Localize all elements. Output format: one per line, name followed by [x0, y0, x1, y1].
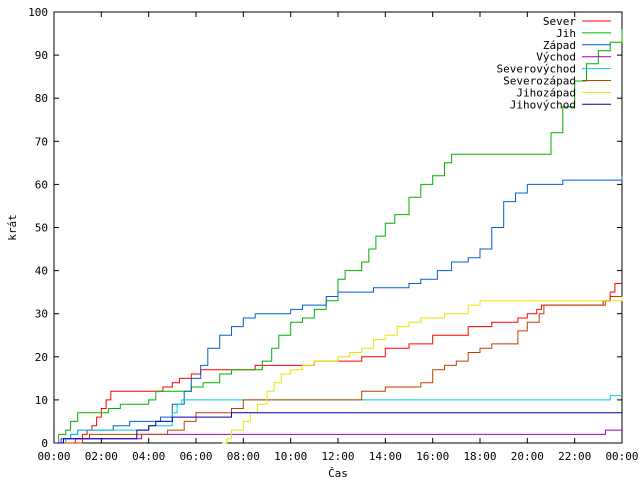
legend-label: Jihozápad	[516, 86, 576, 99]
y-tick-label: 20	[35, 351, 48, 364]
series-line-0	[68, 283, 622, 444]
series-line-7	[54, 412, 622, 444]
legend-label: Severozápad	[503, 75, 576, 88]
x-tick-label: 00:00	[605, 450, 638, 463]
x-tick-label: 16:00	[416, 450, 449, 463]
y-tick-label: 90	[35, 49, 48, 62]
y-tick-label: 60	[35, 178, 48, 191]
series-line-4	[54, 395, 622, 444]
y-tick-label: 0	[41, 437, 48, 450]
y-tick-label: 30	[35, 308, 48, 321]
x-tick-label: 14:00	[369, 450, 402, 463]
y-tick-label: 10	[35, 394, 48, 407]
legend-label: Jih	[556, 27, 576, 40]
legend-label: Severovýchod	[497, 63, 576, 76]
y-tick-label: 100	[28, 6, 48, 19]
y-axis-label: krát	[6, 214, 19, 241]
legend-label: Jihovýchod	[510, 98, 576, 111]
y-tick-label: 70	[35, 135, 48, 148]
x-tick-label: 10:00	[274, 450, 307, 463]
series-line-3	[54, 429, 622, 444]
x-tick-label: 18:00	[463, 450, 496, 463]
series-line-5	[54, 296, 622, 444]
x-tick-label: 08:00	[227, 450, 260, 463]
y-tick-label: 80	[35, 92, 48, 105]
x-tick-label: 20:00	[511, 450, 544, 463]
y-tick-label: 50	[35, 222, 48, 235]
legend: SeverJihZápadVýchodSeverovýchodSeverozáp…	[497, 15, 611, 111]
x-tick-label: 22:00	[558, 450, 591, 463]
x-axis-label: Čas	[328, 467, 348, 480]
x-tick-label: 04:00	[132, 450, 165, 463]
legend-label: Východ	[536, 51, 576, 64]
axis-ticks: 00:00 02:00 04:00 06:00 08:00 10:00 12:00 14:00…	[28, 6, 638, 463]
legend-label: Západ	[543, 39, 576, 52]
x-tick-label: 12:00	[321, 450, 354, 463]
series-line-6	[222, 296, 623, 444]
series-layer	[54, 29, 623, 444]
x-tick-label: 06:00	[179, 450, 212, 463]
x-tick-label: 02:00	[85, 450, 118, 463]
x-tick-label: 00:00	[37, 450, 70, 463]
series-line-2	[54, 175, 623, 444]
y-tick-label: 40	[35, 265, 48, 278]
legend-label: Sever	[543, 15, 576, 28]
